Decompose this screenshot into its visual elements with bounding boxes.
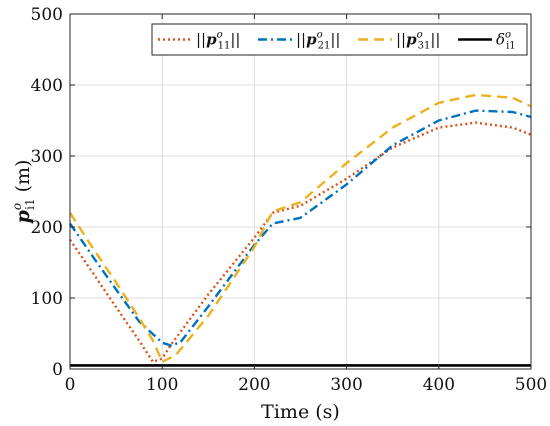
legend-label-4-sym: δ: [496, 31, 505, 49]
series-lines: [68, 93, 532, 367]
legend-label-1-sub: 11: [218, 41, 231, 52]
y-tick-label: 200: [31, 218, 63, 238]
legend-label-2-sym: p: [306, 31, 317, 49]
legend-label-1-sym: p: [206, 31, 217, 49]
legend-label-2: ||po 21||: [296, 30, 340, 52]
legend-label-3-sup: o: [417, 30, 423, 41]
legend-label-3-post: ||: [430, 31, 440, 49]
svg-text:poi1(m): poi1 (m): [10, 160, 37, 224]
y-axis-label: poi1 (m): [10, 160, 37, 224]
legend-label-2-pre: ||: [296, 31, 306, 49]
y-tick-label: 300: [31, 147, 63, 167]
y-tick-label: 400: [31, 76, 63, 96]
legend-label-3-sym: p: [406, 31, 417, 49]
grid-lines: [69, 13, 532, 370]
x-tick-label: 300: [330, 375, 362, 395]
legend-label-3-pre: ||: [396, 31, 406, 49]
legend-label-1-post: ||: [230, 31, 240, 49]
legend-label-1-pre: ||: [196, 31, 206, 49]
x-tick-label: 0: [65, 375, 76, 395]
y-axis-label-symbol: p: [12, 209, 34, 223]
y-tick-label: 0: [52, 360, 63, 380]
legend-label-1-sup: o: [217, 30, 223, 41]
series-line-3: [68, 93, 532, 364]
legend-label-4-sup: o: [505, 30, 511, 41]
series-line-1: [69, 121, 532, 364]
legend-label-1: ||po 11||: [196, 30, 240, 52]
plot-area: [70, 14, 531, 369]
x-tick-label: 500: [515, 375, 547, 395]
legend: ||po 11|| ||po 21|| ||po 31|| δo i1: [151, 23, 528, 56]
legend-label-4-sub: i1: [506, 41, 516, 52]
y-axis-label-superscript: o: [10, 203, 24, 210]
y-tick-label: 500: [31, 5, 63, 25]
legend-label-2-post: ||: [330, 31, 340, 49]
x-tick-label: 200: [238, 375, 270, 395]
axis-ticks: 0 100 200 300 400 500 0 100 200 300 400 500: [31, 5, 548, 395]
legend-label-2-sup: o: [317, 30, 323, 41]
legend-label-2-sub: 21: [318, 41, 331, 52]
y-axis-label-subscript: i1: [23, 198, 37, 209]
x-tick-label: 400: [423, 375, 455, 395]
x-axis-label: Time (s): [261, 401, 340, 423]
y-axis-label-unit: (m): [12, 160, 34, 193]
legend-label-4: δo i1: [496, 30, 516, 52]
y-tick-label: 100: [31, 289, 63, 309]
x-tick-label: 100: [146, 375, 178, 395]
legend-label-3-sub: 31: [418, 41, 431, 52]
plot-frame: [69, 13, 532, 370]
legend-label-3: ||po 31||: [396, 30, 440, 52]
